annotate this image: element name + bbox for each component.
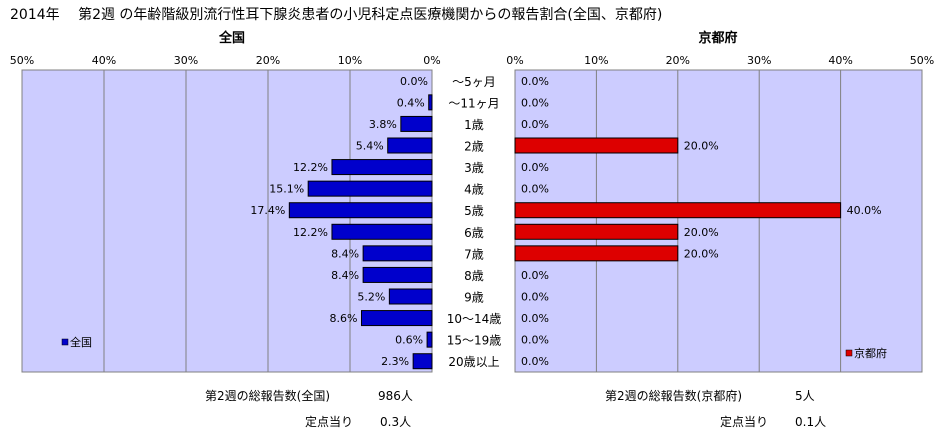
- category-label: 7歳: [464, 247, 484, 261]
- kyoto-total-value: 5人: [795, 389, 815, 403]
- national-per-label: 定点当り: [305, 415, 354, 429]
- left-tick-label: 10%: [338, 54, 362, 67]
- left-tick-label: 40%: [92, 54, 116, 67]
- category-label: 2歳: [464, 140, 484, 154]
- national-data-label: 0.6%: [395, 334, 423, 347]
- right-tick-label: 50%: [910, 54, 934, 67]
- national-data-label: 0.4%: [397, 96, 425, 109]
- kyoto-data-label: 0.0%: [521, 96, 549, 109]
- national-data-label: 3.8%: [369, 118, 397, 131]
- kyoto-data-label: 20.0%: [684, 140, 719, 153]
- national-bar: [388, 288, 433, 305]
- national-bar: [360, 310, 433, 327]
- kyoto-bar: [514, 202, 842, 219]
- national-data-label: 5.4%: [356, 140, 384, 153]
- category-label: 10～14歳: [447, 312, 502, 326]
- category-label: ～5ヶ月: [452, 75, 496, 89]
- right-tick-label: 30%: [747, 54, 771, 67]
- right-panel-title: 京都府: [698, 30, 737, 46]
- national-bar: [387, 137, 433, 154]
- kyoto-data-label: 0.0%: [521, 334, 549, 347]
- kyoto-data-label: 0.0%: [521, 269, 549, 282]
- national-bar: [331, 223, 433, 240]
- left-tick-label: 0%: [423, 54, 440, 67]
- national-legend-swatch: [61, 338, 69, 346]
- national-data-label: 0.0%: [400, 75, 428, 88]
- kyoto-legend-label: 京都府: [854, 346, 887, 360]
- right-plot-area: [514, 69, 923, 373]
- kyoto-data-label: 0.0%: [521, 291, 549, 304]
- national-bar: [307, 180, 433, 197]
- category-label: 9歳: [464, 291, 484, 305]
- kyoto-data-label: 0.0%: [521, 75, 549, 88]
- national-data-label: 8.4%: [331, 247, 359, 260]
- kyoto-data-label: 0.0%: [521, 312, 549, 325]
- national-per-value: 0.3人: [380, 415, 412, 429]
- national-data-label: 12.2%: [293, 226, 328, 239]
- kyoto-data-label: 0.0%: [521, 183, 549, 196]
- kyoto-legend-swatch: [845, 349, 853, 357]
- category-label: 8歳: [464, 269, 484, 283]
- national-bar: [400, 115, 433, 132]
- left-tick-label: 30%: [174, 54, 198, 67]
- national-legend-label: 全国: [70, 335, 92, 349]
- right-tick-label: 0%: [506, 54, 523, 67]
- kyoto-bar: [514, 223, 679, 240]
- kyoto-total-label: 第2週の総報告数(京都府): [605, 389, 742, 403]
- national-data-label: 8.6%: [330, 312, 358, 325]
- kyoto-bar: [514, 137, 679, 154]
- left-plot-area: [21, 69, 433, 373]
- kyoto-data-label: 0.0%: [521, 161, 549, 174]
- national-data-label: 2.3%: [381, 355, 409, 368]
- left-tick-label: 20%: [256, 54, 280, 67]
- national-total-value: 986人: [378, 389, 413, 403]
- right-tick-label: 20%: [666, 54, 690, 67]
- kyoto-bar: [514, 245, 679, 262]
- category-label: 15～19歳: [447, 334, 502, 348]
- national-data-label: 12.2%: [293, 161, 328, 174]
- national-data-label: 15.1%: [269, 183, 304, 196]
- left-panel-title: 全国: [218, 30, 245, 46]
- national-bar: [412, 353, 433, 370]
- category-label: 3歳: [464, 161, 484, 175]
- right-tick-label: 10%: [584, 54, 608, 67]
- category-label: 4歳: [464, 183, 484, 197]
- kyoto-data-label: 0.0%: [521, 355, 549, 368]
- national-total-label: 第2週の総報告数(全国): [205, 389, 330, 403]
- national-bar: [426, 331, 433, 348]
- national-bar: [428, 94, 433, 111]
- national-bar: [362, 245, 433, 262]
- category-label: 20歳以上: [448, 355, 499, 369]
- category-label: 5歳: [464, 204, 484, 218]
- category-label: 1歳: [464, 118, 484, 132]
- kyoto-data-label: 20.0%: [684, 247, 719, 260]
- chart-title: 2014年 第2週 の年齢階級別流行性耳下腺炎患者の小児科定点医療機関からの報告…: [10, 6, 662, 23]
- national-bar: [288, 202, 433, 219]
- kyoto-per-label: 定点当り: [720, 415, 769, 429]
- kyoto-data-label: 40.0%: [847, 204, 882, 217]
- category-label: ～11ヶ月: [448, 96, 499, 110]
- kyoto-data-label: 20.0%: [684, 226, 719, 239]
- national-bar: [331, 159, 433, 176]
- category-label: 6歳: [464, 226, 484, 240]
- national-data-label: 17.4%: [250, 204, 285, 217]
- national-data-label: 5.2%: [357, 291, 385, 304]
- kyoto-data-label: 0.0%: [521, 118, 549, 131]
- national-bar: [362, 266, 433, 283]
- left-tick-label: 50%: [10, 54, 34, 67]
- right-tick-label: 40%: [828, 54, 852, 67]
- national-data-label: 8.4%: [331, 269, 359, 282]
- kyoto-per-value: 0.1人: [795, 415, 827, 429]
